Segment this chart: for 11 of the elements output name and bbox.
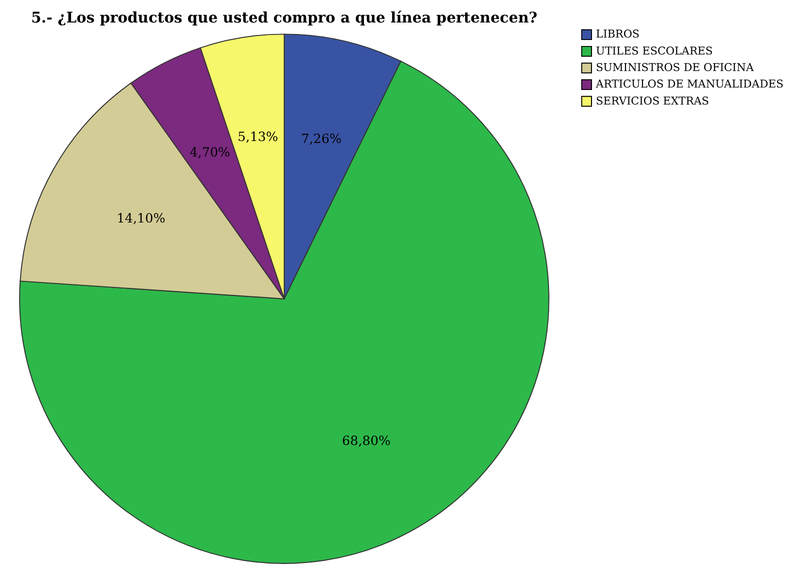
data-label: 14,10% — [116, 212, 166, 227]
legend-label: SERVICIOS EXTRAS — [596, 94, 709, 108]
legend-label: LIBROS — [596, 28, 640, 41]
chart-title: 5.- ¿Los productos que usted compro a que línea pertenecen? — [31, 9, 538, 26]
data-label: 5,13% — [238, 130, 278, 145]
data-label: 4,70% — [190, 145, 230, 160]
data-label: 68,80% — [342, 434, 391, 449]
legend-label: ARTICULOS DE MANUALIDADES — [594, 78, 784, 91]
data-label: 7,26% — [301, 132, 342, 147]
legend-label: SUMINISTROS DE OFICINA — [596, 60, 754, 74]
legend-label: UTILES ESCOLARES — [596, 44, 713, 58]
